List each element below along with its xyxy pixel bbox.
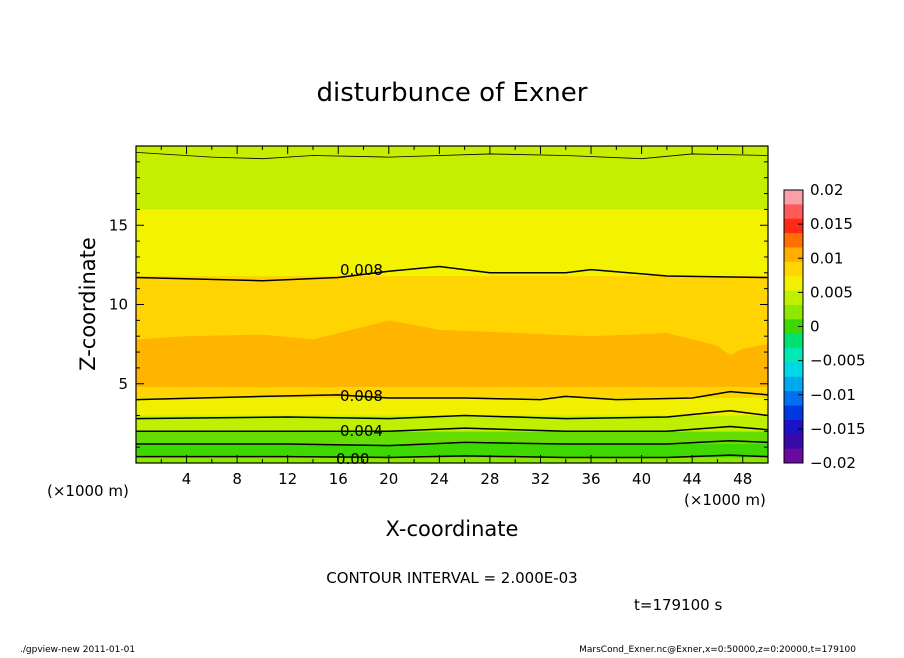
colorbar-segment [784,448,803,464]
contour-band [136,457,768,463]
colorbar-segment [784,233,803,248]
x-tick-label: 16 [329,470,348,488]
contour-label: 0.00 [336,450,369,468]
x-axis-label: X-coordinate [386,517,519,541]
chart-title: disturbunce of Exner [317,78,588,108]
colorbar-segment [784,261,803,277]
colorbar-tick-label: 0.02 [810,181,843,199]
x-tick-label: 40 [632,470,651,488]
colorbar-segment [784,333,803,349]
y-axis-label: Z-coordinate [76,237,100,371]
colorbar-segment [784,247,803,263]
colorbar-tick-label: −0.01 [810,386,856,404]
colorbar-tick-label: −0.02 [810,454,856,472]
time-label: t=179100 s [634,596,722,614]
x-tick-label: 24 [430,470,449,488]
x-tick-label: 20 [379,470,398,488]
x-axis: 4 8 12 16 20 24 28 32 36 40 44 48 [135,146,769,488]
colorbar-tick-label: −0.015 [810,420,866,438]
y-tick-label: 5 [118,375,128,393]
colorbar-segment [784,405,803,421]
x-tick-label: 44 [683,470,702,488]
contour-label: 0.004 [340,422,383,440]
contour-band [136,431,768,444]
colorbar-segment [784,434,803,450]
colorbar-segment [784,276,803,292]
colorbar-segment [784,190,803,205]
contour-line [136,440,768,447]
contour-line [136,151,768,160]
y-axis: 5 10 15 [109,145,768,464]
contour-band [136,443,768,458]
footer-left: ./gpview-new 2011-01-01 [20,645,135,654]
plot-area [136,146,768,463]
x-tick-label: 36 [581,470,600,488]
footer-right: MarsCond_Exner.nc@Exner,x=0:50000,z=0:20… [579,645,856,654]
colorbar-segment [784,362,803,378]
x-tick-label: 32 [531,470,550,488]
contour-interval: CONTOUR INTERVAL = 2.000E-03 [326,569,577,587]
contour-label: 0.008 [340,261,383,279]
y-tick-label: 15 [109,216,128,234]
colorbar: 0.02 0.015 0.01 0.005 0 −0.005 −0.01 −0.015 −0.0… [783,181,866,472]
colorbar-segment [784,419,803,435]
x-unit-label: (×1000 m) [684,491,766,509]
contour-line [136,454,768,459]
contour-line [136,409,768,420]
contour-band [136,320,768,387]
contour-lines [136,151,768,459]
colorbar-segment [784,218,803,234]
contour-band [136,209,768,276]
colorbar-segment [784,204,803,220]
colorbar-segment [784,391,803,407]
colorbar-tick-label: 0 [810,318,820,336]
contour-line [136,425,768,433]
x-tick-label: 28 [480,470,499,488]
x-tick-label: 48 [733,470,752,488]
x-tick-label: 4 [182,470,192,488]
colorbar-tick-label: 0.015 [810,215,853,233]
colorbar-tick-label: 0.01 [810,249,843,267]
y-tick-label: 10 [109,296,128,314]
z-unit-label: (×1000 m) [47,482,129,500]
contour-line [136,265,768,282]
colorbar-segment [784,348,803,363]
colorbar-segment [784,319,803,335]
x-tick-label: 8 [232,470,242,488]
colorbar-segment [784,304,803,320]
contour-label: 0.008 [340,387,383,405]
contour-band [136,398,768,416]
contour-line [136,390,768,401]
colorbar-tick-label: −0.005 [810,352,866,370]
colorbar-tick-label: 0.005 [810,283,853,301]
contour-band [136,415,768,432]
colorbar-segment [784,376,803,392]
x-tick-label: 12 [278,470,297,488]
colorbar-segment [784,290,803,306]
